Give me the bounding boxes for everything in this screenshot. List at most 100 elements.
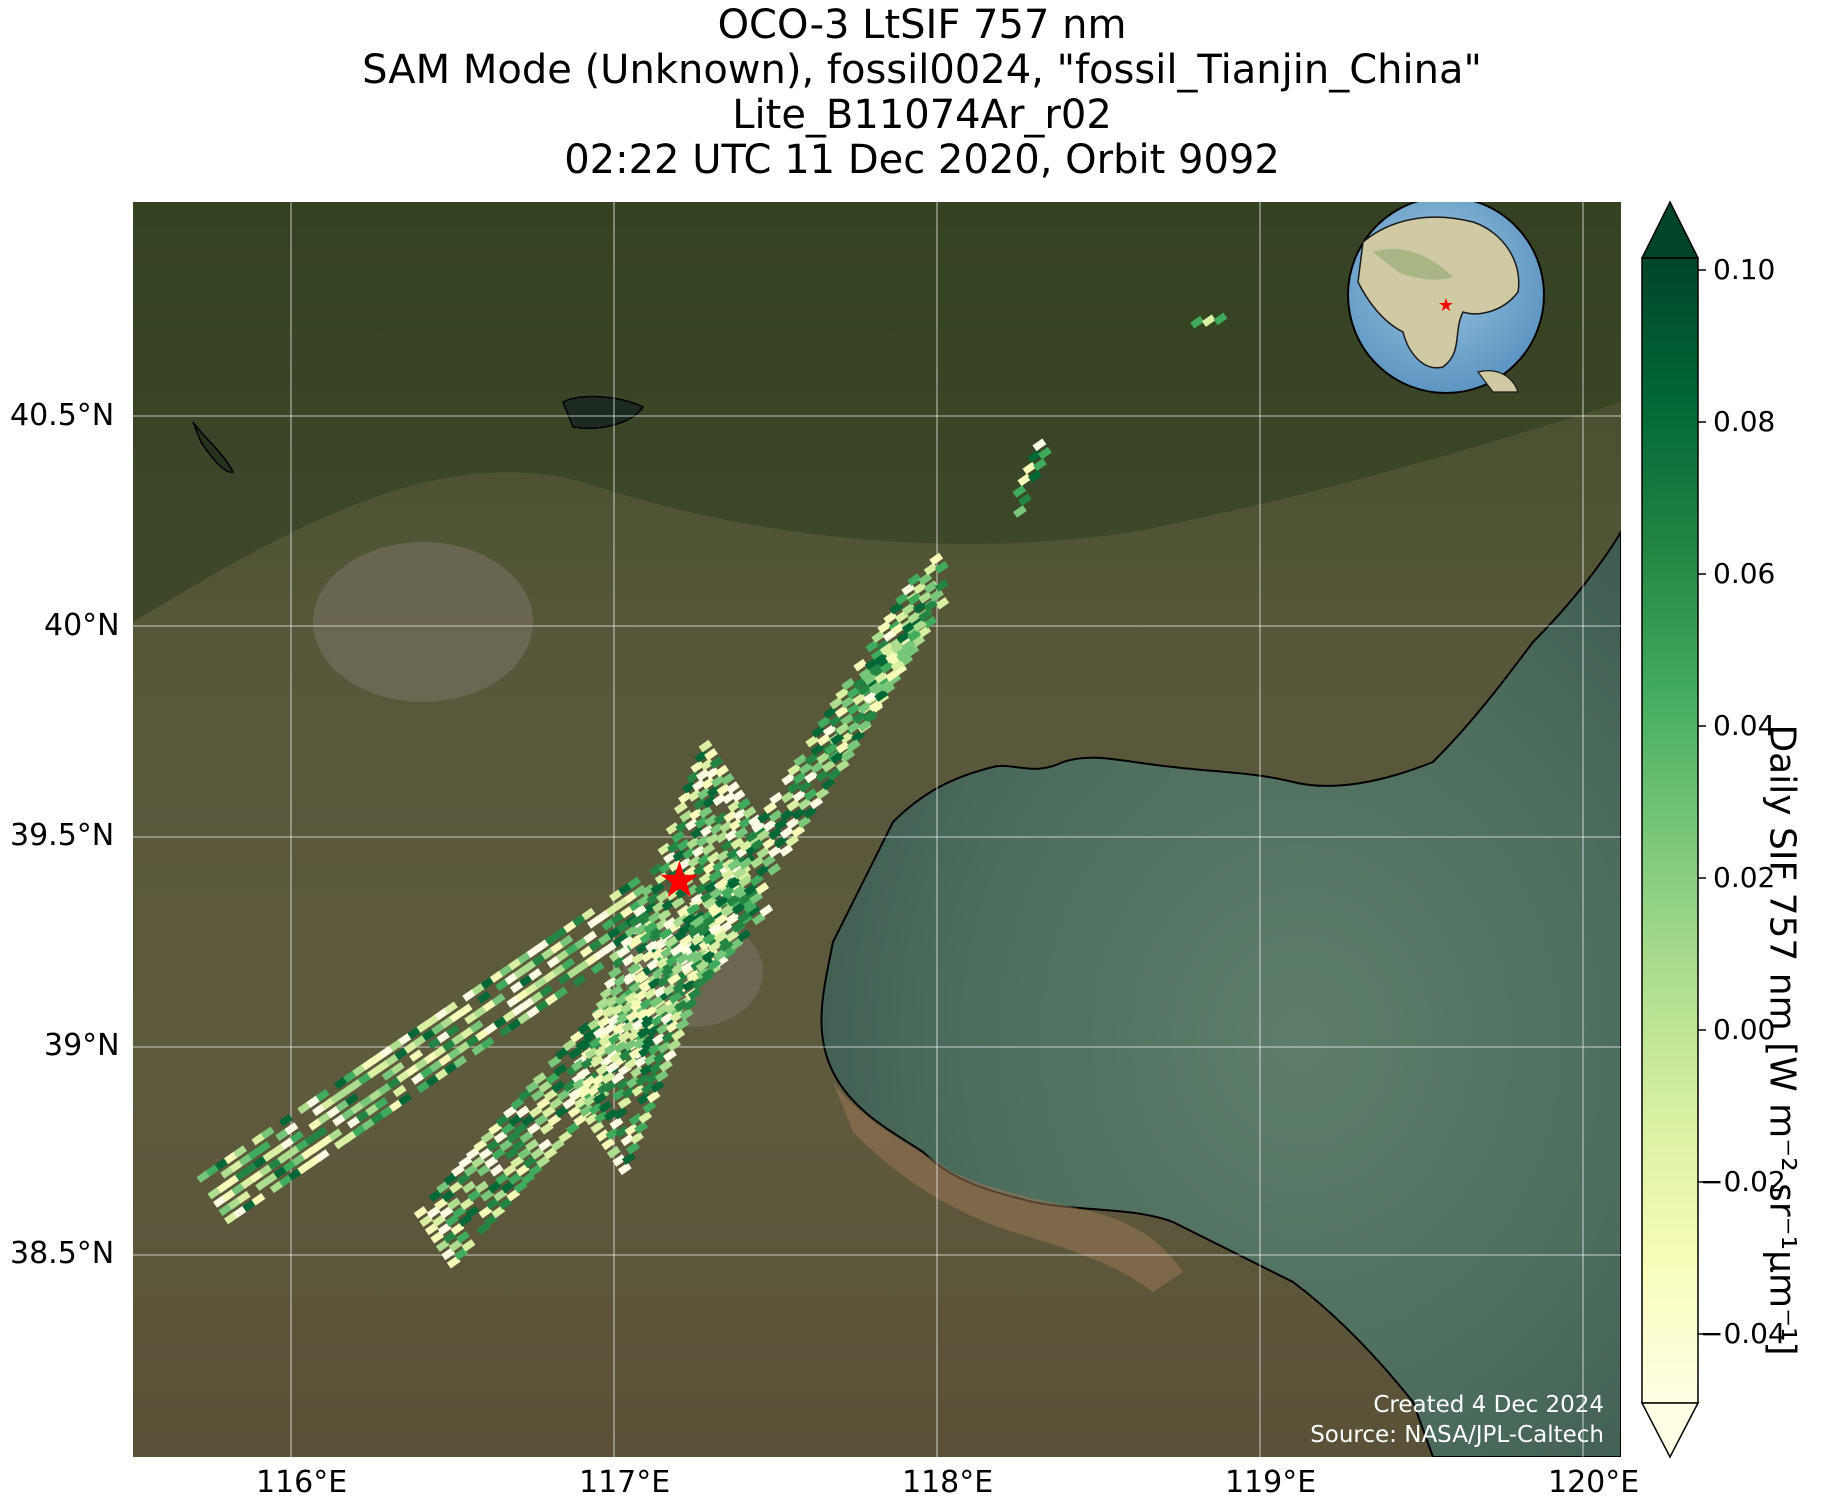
sif-pixel	[447, 1047, 462, 1060]
sif-pixel	[695, 768, 710, 782]
sif-pixel	[433, 1045, 447, 1058]
sif-pixel	[262, 1149, 277, 1162]
sif-pixel	[698, 805, 713, 819]
sif-pixel	[256, 1141, 271, 1154]
sif-pixel	[473, 1005, 488, 1019]
sif-pixel	[675, 952, 690, 965]
lon-tick-117: 117°E	[579, 1465, 671, 1500]
sif-pixel	[835, 687, 850, 701]
sif-pixel	[469, 1020, 484, 1033]
sif-pixel	[508, 1172, 523, 1185]
sif-pixel	[712, 859, 727, 873]
sif-pixel	[321, 1097, 336, 1110]
sif-pixel	[639, 1063, 654, 1077]
sif-pixel	[361, 1118, 376, 1131]
sif-pixel	[595, 997, 610, 1010]
sif-pixel	[815, 769, 830, 782]
sif-pixel	[357, 1072, 372, 1085]
lat-tick-40-5: 40.5°N	[10, 398, 115, 433]
sif-pixel	[597, 1015, 611, 1029]
sif-pixel	[435, 1239, 450, 1252]
sif-pixel	[671, 962, 686, 976]
sif-pixel	[491, 1147, 506, 1160]
sif-pixel	[398, 1093, 413, 1106]
sif-pixel	[414, 1057, 429, 1071]
sif-pixel	[621, 953, 636, 967]
sif-pixel	[846, 721, 861, 734]
sif-pixel	[536, 1097, 551, 1110]
sif-pixel	[654, 1069, 669, 1083]
sif-pixel	[896, 631, 911, 644]
sif-pixel	[557, 972, 572, 985]
sif-pixel	[713, 948, 728, 962]
sif-pixel	[705, 766, 720, 780]
sif-pixel	[901, 639, 916, 652]
lon-tick-116: 116°E	[256, 1465, 348, 1500]
sif-pixel	[628, 914, 643, 928]
sif-pixel	[530, 990, 545, 1004]
sif-pixel	[643, 921, 658, 934]
sif-pixel	[570, 1030, 584, 1043]
sif-pixel	[841, 749, 856, 762]
sif-pixel	[441, 1247, 456, 1261]
colorbar-title-text: Daily SIF 757 nm [W m⁻² sr⁻¹µm⁻¹]	[1761, 724, 1803, 1356]
sif-pixel	[650, 1080, 665, 1093]
lat-tick-39-5: 39.5°N	[10, 818, 115, 853]
sif-pixel	[251, 1132, 266, 1146]
sif-pixel	[624, 991, 639, 1004]
sif-pixel	[874, 652, 889, 666]
title-line-3: Lite_B11074Ar_r02	[732, 92, 1112, 138]
sif-pixel	[690, 892, 705, 906]
sif-pixel	[526, 1005, 541, 1019]
sif-pixel	[426, 1206, 441, 1219]
sif-pixel	[617, 1162, 632, 1176]
sif-pixel	[738, 857, 753, 870]
sif-pixel	[429, 1059, 444, 1073]
sif-pixel	[604, 1108, 618, 1122]
sif-pixel	[786, 781, 801, 794]
colorbar-bottom-extend	[1640, 1402, 1700, 1459]
sif-pixel	[603, 1021, 618, 1035]
sif-pixel	[787, 763, 802, 777]
sif-pixel	[646, 1090, 661, 1104]
sif-pixel	[484, 1022, 499, 1035]
sif-pixel	[612, 1022, 627, 1035]
sif-pixel	[685, 950, 699, 963]
sif-pixel	[233, 1205, 248, 1219]
sif-pixel	[425, 1074, 440, 1087]
sif-pixel	[687, 789, 702, 802]
sif-pixel	[649, 995, 664, 1009]
sif-pixel	[572, 974, 587, 987]
sif-pixel	[896, 649, 911, 662]
sif-pixel	[713, 812, 728, 825]
sif-pixel	[662, 983, 677, 996]
sif-pixel	[628, 1046, 643, 1060]
sif-pixel	[890, 622, 905, 636]
sif-pixel	[583, 930, 598, 944]
sif-pixel	[434, 1007, 449, 1021]
sif-pixel	[398, 1032, 413, 1046]
sif-pixel	[702, 932, 717, 945]
sif-pixel	[615, 1125, 629, 1138]
sif-pixel	[434, 1197, 448, 1211]
sif-pixel	[706, 785, 721, 798]
sif-pixel	[493, 1015, 508, 1029]
sif-pixel	[683, 997, 698, 1011]
sif-pixel	[532, 1072, 547, 1085]
sif-pixel	[547, 1113, 562, 1127]
sif-pixel	[727, 858, 742, 872]
sif-pixel	[663, 917, 677, 930]
title-line-4: 02:22 UTC 11 Dec 2020, Orbit 9092	[564, 137, 1280, 183]
sif-pixel	[895, 592, 910, 606]
sif-pixel	[731, 902, 746, 915]
sif-pixel	[803, 806, 818, 819]
sif-pixel	[605, 1061, 620, 1074]
sif-pixel	[478, 1205, 493, 1219]
sif-pixel	[549, 1097, 564, 1110]
sif-pixel	[883, 611, 898, 625]
sif-pixel	[513, 966, 528, 979]
sif-pixel	[704, 814, 719, 827]
sif-pixel	[370, 1111, 385, 1125]
sif-pixel	[686, 902, 701, 916]
sif-pixel	[420, 1065, 435, 1079]
